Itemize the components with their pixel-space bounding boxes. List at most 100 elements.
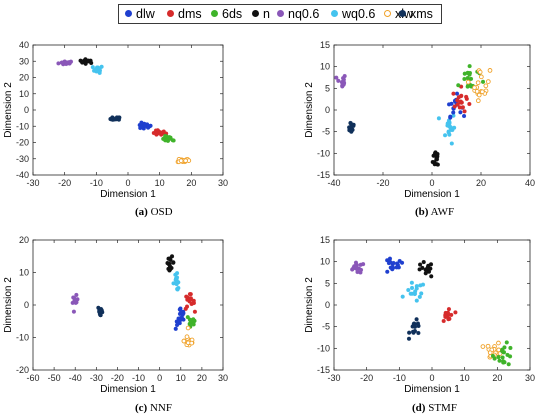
scatter-point-xms (410, 329, 416, 334)
x-tick-label: -50 (48, 373, 61, 383)
scatter-point-nq0.6 (334, 75, 339, 80)
scatter-point-dms (452, 104, 457, 109)
scatter-point-dms (462, 109, 467, 114)
scatter-point-xlw (480, 89, 485, 95)
y-tick-label: 0 (325, 300, 330, 310)
x-tick-label: -10 (90, 178, 103, 188)
scatter-point-wq0.6 (97, 66, 102, 71)
scatter-point-6ds (500, 348, 505, 354)
scatter-point-xms (414, 317, 419, 322)
scatter-point-n (431, 153, 436, 158)
scatter-point-wq0.6 (417, 294, 422, 299)
scatter-point-xlw (485, 79, 491, 84)
legend-label: dlw (136, 7, 155, 21)
scatter-point-xlw (475, 98, 481, 104)
scatter-point-6ds (506, 362, 511, 367)
scatter-point-nq0.6 (341, 82, 346, 87)
x-tick-label: 40 (525, 178, 535, 188)
scatter-point-nq0.6 (64, 61, 69, 67)
scatter-point-dlw (385, 269, 390, 274)
scatter-point-6ds (501, 359, 506, 364)
scatter-point-dms (441, 318, 446, 324)
x-tick-label: -60 (26, 373, 39, 383)
scatter-point-6ds (508, 345, 513, 351)
scatter-point-xlw (496, 340, 501, 346)
y-tick-label: -10 (317, 148, 330, 158)
scatter-point-wq0.6 (445, 121, 450, 126)
x-tick-label: 0 (429, 178, 434, 188)
scatter-point-6ds (171, 138, 176, 143)
scatter-point-n (432, 162, 437, 167)
x-tick-label: 20 (492, 373, 502, 383)
x-tick-label: 20 (476, 178, 486, 188)
scatter-point-6ds (497, 358, 502, 363)
x-tick-label: 30 (525, 373, 535, 383)
scatter-point-wq0.6 (419, 291, 424, 296)
scatter-point-dlw (448, 115, 453, 120)
scatter-point-dms (154, 132, 159, 137)
x-tick-label: 30 (218, 373, 228, 383)
scatter-point-dlw (178, 318, 183, 323)
scatter-point-dlw (388, 265, 393, 270)
scatter-point-nq0.6 (341, 76, 346, 81)
caption-text: NNF (149, 402, 172, 414)
scatter-point-xlw (487, 68, 493, 73)
scatter-point-n (86, 58, 91, 63)
scatter-point-6ds (496, 355, 501, 360)
x-tick-label: 10 (155, 178, 165, 188)
legend-marker-icon (125, 10, 132, 18)
scatter-point-dlw (139, 120, 144, 125)
caption-text: OSD (150, 206, 173, 218)
y-tick-label: -30 (16, 154, 29, 164)
scatter-point-dlw (146, 125, 151, 130)
scatter-point-dms (455, 98, 460, 103)
scatter-point-wq0.6 (174, 275, 180, 280)
x-axis-label: Dimension 1 (100, 384, 156, 395)
caption-a: (a) OSD (135, 206, 173, 218)
y-tick-label: -15 (317, 170, 330, 180)
scatter-point-dms (161, 129, 166, 134)
x-axis-label: Dimension 1 (100, 189, 156, 200)
scatter-point-xlw (476, 92, 482, 98)
scatter-point-dms (187, 297, 192, 302)
scatter-point-wq0.6 (414, 298, 419, 303)
scatter-point-dlw (458, 110, 463, 115)
scatter-point-6ds (480, 79, 486, 84)
legend-label: dms (178, 7, 202, 21)
scatter-point-dms (459, 100, 464, 105)
scatter-point-xms (98, 313, 103, 318)
caption-text: AWF (430, 206, 455, 218)
y-tick-label: 5 (325, 83, 330, 93)
scatter-point-dms (467, 101, 472, 107)
y-axis-label: Dimension 2 (304, 277, 315, 333)
scatter-point-xms (112, 117, 117, 122)
y-tick-label: 15 (320, 40, 330, 50)
scatter-point-wq0.6 (408, 291, 413, 296)
scatter-point-6ds (467, 64, 472, 69)
y-axis-label: Dimension 2 (304, 82, 315, 138)
y-axis-label: Dimension 2 (3, 82, 14, 138)
scatter-point-dlw (454, 91, 460, 96)
y-tick-label: -15 (317, 365, 330, 375)
scatter-point-xlw (475, 80, 481, 86)
scatter-point-nq0.6 (361, 262, 366, 267)
scatter-point-nq0.6 (336, 78, 341, 83)
y-tick-label: 10 (19, 268, 29, 278)
scatter-point-xlw (185, 325, 191, 331)
y-tick-label: -10 (16, 121, 29, 131)
scatter-point-nq0.6 (358, 267, 364, 272)
caption-b: (b) AWF (415, 206, 454, 218)
legend-label: n (263, 7, 270, 21)
scatter-point-xlw (474, 89, 480, 94)
scatter-point-dms (446, 317, 451, 322)
scatter-point-dms (443, 314, 448, 319)
scatter-point-dms (192, 309, 197, 314)
scatter-point-6ds (492, 356, 497, 361)
caption-label: (c) (135, 402, 148, 414)
scatter-point-dlw (391, 260, 396, 266)
scatter-point-wq0.6 (400, 294, 405, 299)
scatter-point-n (429, 274, 434, 279)
scatter-point-xms (98, 308, 103, 314)
x-tick-label: -10 (132, 373, 145, 383)
